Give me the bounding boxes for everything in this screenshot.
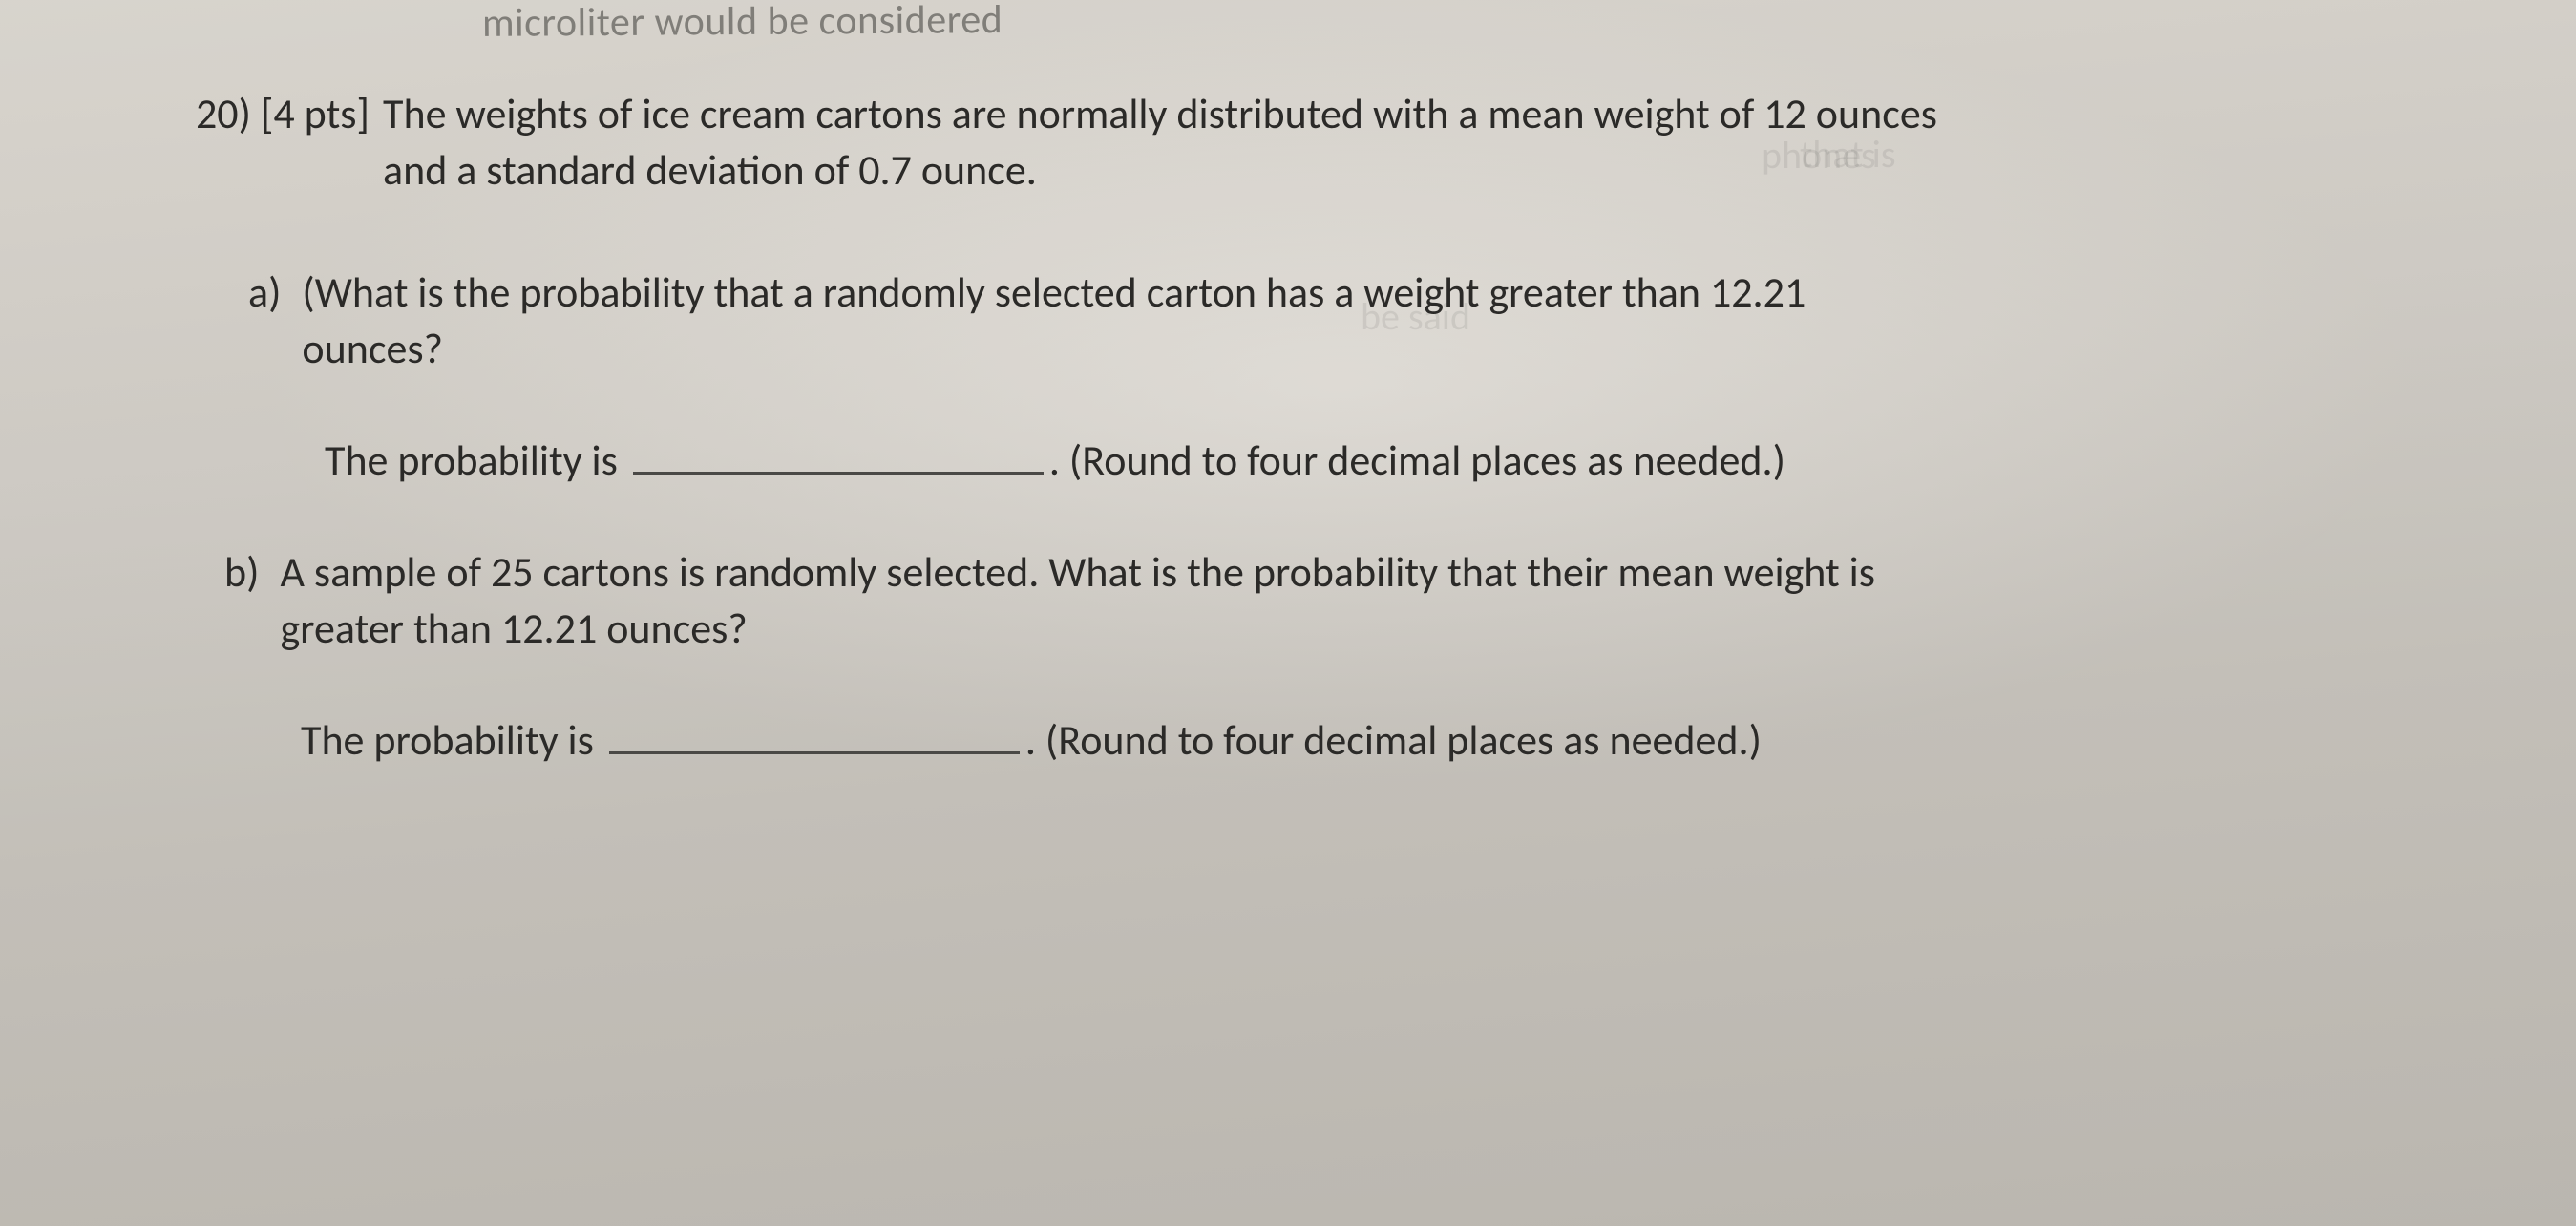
- q-number-text: 20): [196, 88, 251, 139]
- part-a-body: (What is the probability that a randomly…: [302, 264, 2392, 378]
- part-b-answer-prefix: The probability is: [301, 714, 594, 766]
- part-a-label: a): [248, 264, 281, 321]
- question-20: 20) [4 pts] The weights of ice cream car…: [196, 86, 2392, 200]
- worksheet-page: microliter would be considered 20) [4 pt…: [0, 0, 2576, 1226]
- part-b-line2: greater than 12.21 ounces?: [280, 602, 747, 654]
- question-stem: The weights of ice cream cartons are nor…: [383, 86, 2392, 200]
- stem-line1: The weights of ice cream cartons are nor…: [383, 88, 1937, 139]
- part-b-body: A sample of 25 cartons is randomly selec…: [280, 544, 2392, 658]
- content-block: microliter would be considered 20) [4 pt…: [196, 76, 2392, 769]
- part-a-blank[interactable]: [633, 430, 1044, 475]
- part-a-row: a) (What is the probability that a rando…: [248, 264, 2392, 378]
- part-a-answer-line: The probability is . (Round to four deci…: [325, 430, 2392, 489]
- part-b-blank[interactable]: [609, 709, 1020, 754]
- part-b: b) A sample of 25 cartons is randomly se…: [224, 544, 2392, 769]
- part-b-line1: A sample of 25 cartons is randomly selec…: [280, 546, 1875, 598]
- cutoff-prev-line: microliter would be considered: [482, 0, 1003, 52]
- part-a: a) (What is the probability that a rando…: [248, 264, 2392, 489]
- part-b-label: b): [224, 544, 259, 601]
- part-b-row: b) A sample of 25 cartons is randomly se…: [224, 544, 2392, 658]
- part-a-line2: ounces?: [302, 323, 443, 374]
- part-b-answer-suffix: . (Round to four decimal places as neede…: [1025, 714, 1762, 766]
- part-b-answer-line: The probability is . (Round to four deci…: [301, 709, 2392, 769]
- question-number: 20) [4 pts]: [196, 86, 370, 142]
- part-a-answer-suffix: . (Round to four decimal places as neede…: [1049, 434, 1785, 486]
- part-a-answer-prefix: The probability is: [325, 434, 618, 486]
- q-points: [4 pts]: [261, 88, 370, 139]
- part-a-line1: (What is the probability that a randomly…: [302, 266, 1805, 318]
- stem-line2: and a standard deviation of 0.7 ounce.: [383, 144, 1037, 196]
